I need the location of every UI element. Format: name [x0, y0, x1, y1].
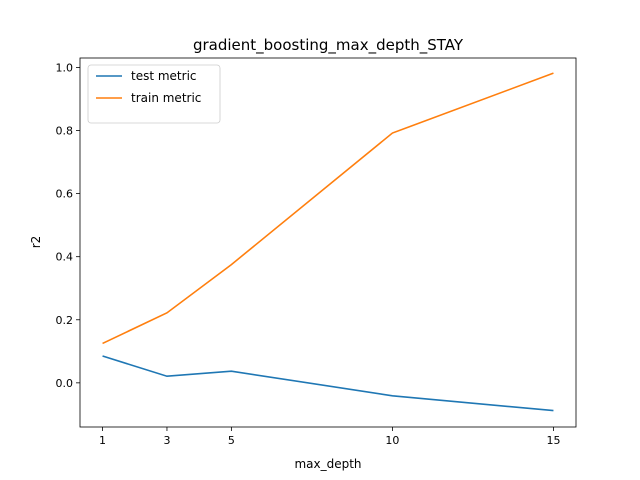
- y-axis-label: r2: [29, 236, 43, 249]
- y-tick-label: 0.2: [56, 314, 74, 327]
- x-tick-label: 15: [546, 434, 560, 447]
- series-line-test-metric: [102, 355, 554, 412]
- x-axis-label: max_depth: [294, 457, 361, 471]
- x-tick-label: 5: [228, 434, 235, 447]
- y-tick-label: 1.0: [56, 61, 74, 74]
- y-tick-label: 0.0: [56, 377, 74, 390]
- x-tick-label: 1: [99, 434, 106, 447]
- chart-title: gradient_boosting_max_depth_STAY: [193, 36, 464, 55]
- x-tick-label: 3: [163, 434, 170, 447]
- y-tick-label: 0.6: [56, 188, 74, 201]
- legend-box: [87, 64, 221, 124]
- y-tick-label: 0.4: [56, 251, 74, 264]
- x-tick-label: 10: [385, 434, 399, 447]
- legend-label: test metric: [131, 69, 197, 83]
- series-layer: [102, 72, 554, 412]
- y-tick-label: 0.8: [56, 125, 74, 138]
- legend: test metric train metric: [87, 64, 221, 124]
- plot-area: 1 3 5 10 15 0.0 0.2 0.4 0.6 0.8 1.0: [56, 57, 577, 447]
- plot-frame: [79, 57, 577, 428]
- legend-label: train metric: [131, 91, 201, 105]
